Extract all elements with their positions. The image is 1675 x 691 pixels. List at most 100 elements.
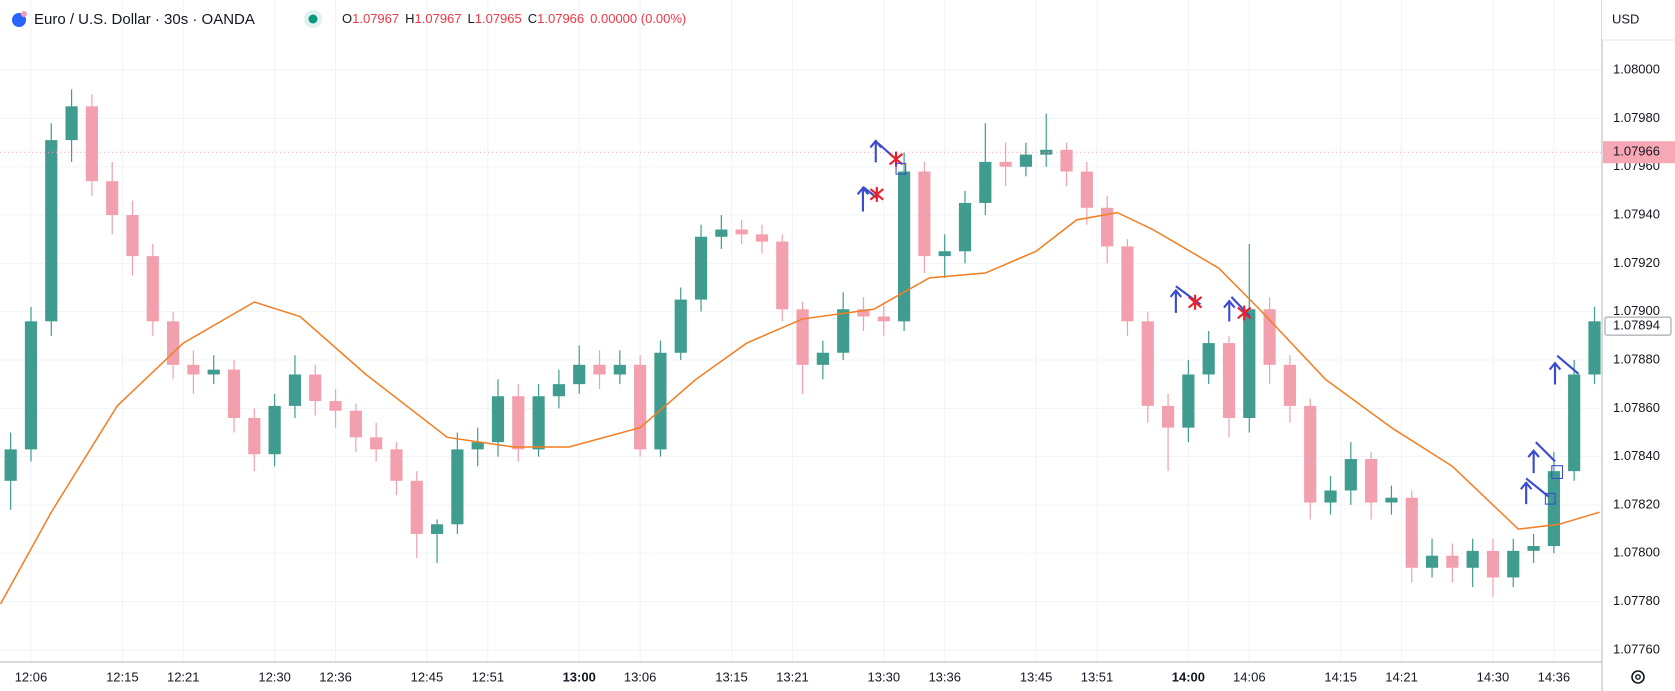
x-tick-label: 14:21 xyxy=(1385,669,1418,684)
buy-marker xyxy=(1548,354,1580,385)
candle-body xyxy=(1222,343,1236,418)
x-tick-label: 13:06 xyxy=(624,669,657,684)
last-price-box xyxy=(1603,141,1675,164)
candle-body xyxy=(654,352,667,450)
candle-body xyxy=(573,364,586,385)
candle-body xyxy=(1182,374,1195,428)
x-tick-label: 13:51 xyxy=(1081,669,1114,684)
candle-body xyxy=(471,442,484,450)
x-tick-label: 12:51 xyxy=(472,669,505,684)
candle-body xyxy=(248,417,261,455)
candle-body xyxy=(349,410,362,438)
candle-body xyxy=(796,309,809,365)
candle-body xyxy=(613,364,626,375)
ohlc-value: 1.07966 xyxy=(537,11,584,26)
candle-body xyxy=(674,299,687,353)
candle-body xyxy=(1121,246,1134,322)
settings-icon[interactable] xyxy=(1631,670,1645,684)
x-tick-label: 14:15 xyxy=(1324,669,1357,684)
x-tick-label: 14:06 xyxy=(1233,669,1266,684)
candle-body xyxy=(715,229,728,237)
y-tick-label: 1.07920 xyxy=(1613,255,1660,270)
y-tick-label: 1.07760 xyxy=(1613,641,1660,656)
candle-body xyxy=(1040,149,1053,155)
axes: 1.07760 1.07780 1.07800 1.07820 1.07840 1.078… xyxy=(15,62,1675,684)
plot xyxy=(0,89,1602,605)
x-tick-label: 12:36 xyxy=(319,669,352,684)
candle-body xyxy=(85,106,98,182)
candle-body xyxy=(735,229,748,235)
exit-marker xyxy=(1188,294,1203,310)
x-tick-label: 14:36 xyxy=(1538,669,1571,684)
candle-body xyxy=(65,106,78,141)
currency-bg xyxy=(1602,0,1675,40)
header: Euro / U.S. Dollar · 30s · OANDA O1.0796… xyxy=(12,10,686,28)
x-tick-label: 12:30 xyxy=(258,669,291,684)
candle-body xyxy=(1141,321,1154,406)
candle-body xyxy=(1588,321,1601,375)
candle-body xyxy=(227,369,241,418)
x-tick-label: 13:21 xyxy=(776,669,809,684)
symbol-icon-flag xyxy=(21,11,27,17)
ohlc-key: H xyxy=(405,11,414,26)
candle-body xyxy=(816,352,829,365)
candle-body xyxy=(1486,550,1500,578)
candle-body xyxy=(898,171,911,322)
candle-body xyxy=(1527,546,1540,551)
candle-body xyxy=(24,321,38,450)
buy-marker xyxy=(1527,441,1556,474)
candle-body xyxy=(1324,490,1337,503)
candle-body xyxy=(146,256,159,322)
candle-body xyxy=(1161,405,1175,428)
candle-body xyxy=(1385,497,1398,503)
candle-body xyxy=(776,241,789,310)
candle-body xyxy=(1466,550,1479,568)
candle-body xyxy=(755,234,769,242)
candle-body xyxy=(857,309,870,317)
candle-body xyxy=(451,449,464,525)
candle-body xyxy=(837,309,850,353)
y-tick-label: 1.08000 xyxy=(1613,62,1660,77)
candle-body xyxy=(45,140,58,322)
candle-body xyxy=(1243,309,1256,418)
buy-marker xyxy=(1223,296,1251,322)
ohlc-legend: O1.07967 H1.07967 L1.07965 C1.07966 0.00000 … xyxy=(342,11,686,26)
symbol-title[interactable]: Euro / U.S. Dollar · 30s · OANDA xyxy=(34,11,255,28)
candle-body xyxy=(532,396,545,450)
candle-body xyxy=(1547,471,1560,547)
candle-body xyxy=(4,449,17,481)
exit-marker xyxy=(869,186,884,202)
candle-body xyxy=(370,437,383,450)
candle-body xyxy=(958,202,972,252)
candle-body xyxy=(288,374,302,406)
market-status xyxy=(308,14,318,24)
price-axis-bg xyxy=(1602,0,1675,691)
candle-body xyxy=(1263,309,1276,365)
ohlc-key: O xyxy=(342,11,352,26)
y-tick-label: 1.07900 xyxy=(1613,303,1660,318)
candle-body xyxy=(1365,459,1378,503)
candle-body xyxy=(938,251,951,257)
candle-body xyxy=(1446,555,1459,568)
y-tick-label: 1.07840 xyxy=(1613,448,1660,463)
candle-body xyxy=(1304,405,1317,503)
ohlc-change: 0.00000 (0.00%) xyxy=(590,11,686,26)
y-tick-label: 1.07940 xyxy=(1613,206,1660,221)
candle-body xyxy=(167,321,180,365)
candle-body xyxy=(1080,171,1093,208)
currency[interactable]: USD xyxy=(1612,11,1639,26)
candle-body xyxy=(1425,555,1439,568)
candle-body xyxy=(1344,459,1357,491)
moving-average xyxy=(0,211,1600,605)
y-tick-label: 1.07880 xyxy=(1613,351,1660,366)
y-tick-label: 1.07800 xyxy=(1613,545,1660,560)
candle-body xyxy=(694,236,708,300)
candle-body xyxy=(1507,550,1520,578)
exit-marker xyxy=(1237,305,1252,321)
order-box xyxy=(895,162,907,175)
candle-body xyxy=(1283,364,1296,406)
y-tick-label: 1.07780 xyxy=(1613,593,1660,608)
time-axis-bg xyxy=(0,662,1602,691)
ohlc-key: C xyxy=(528,11,537,26)
